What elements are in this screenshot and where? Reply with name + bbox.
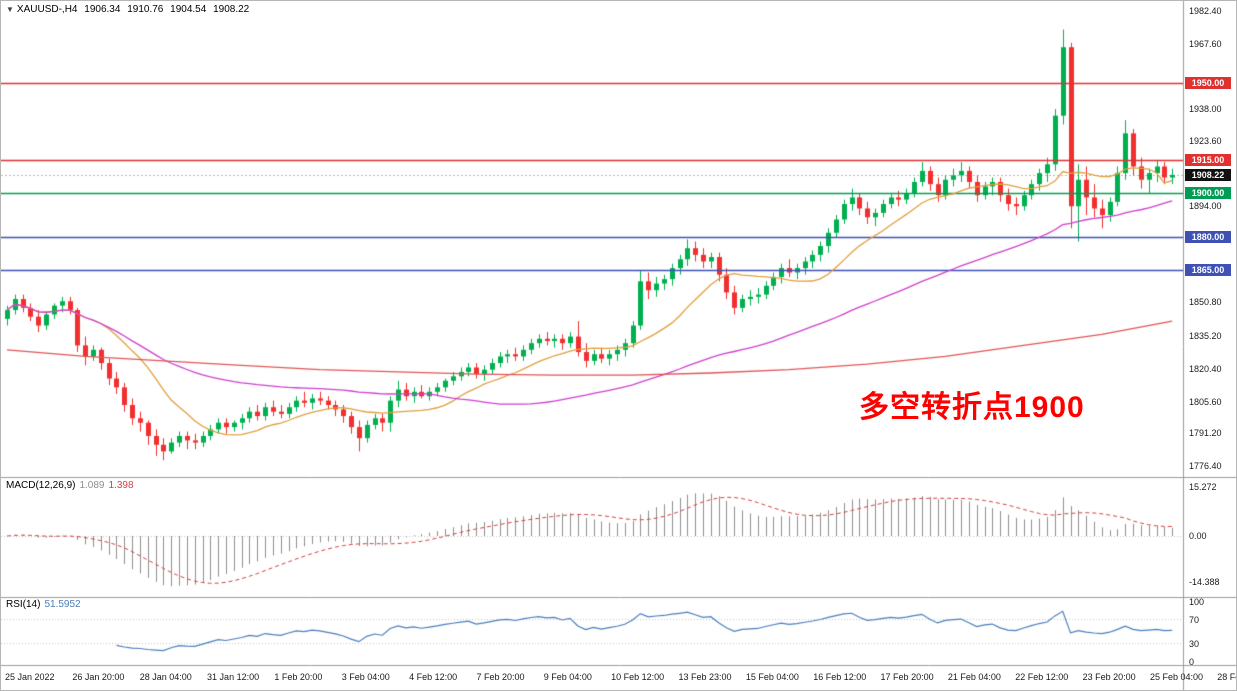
- price-axis-label: 1967.60: [1189, 38, 1222, 49]
- price-axis-label: 1820.40: [1189, 363, 1222, 374]
- time-axis-label: 23 Feb 20:00: [1082, 672, 1136, 682]
- price-line-badge: 1865.00: [1185, 264, 1231, 277]
- time-axis-label: 16 Feb 12:00: [813, 672, 867, 682]
- time-axis-label: 28 Jan 04:00: [139, 672, 192, 682]
- rsi-axis-label: 30: [1189, 639, 1200, 649]
- symbol-period-label: XAUUSD-,H4: [16, 4, 78, 15]
- rsi-axis-label: 70: [1189, 615, 1200, 625]
- ohlc-open: 1906.34: [84, 4, 121, 15]
- price-axis-label: 1805.60: [1189, 396, 1222, 407]
- macd-main-value: 1.089: [79, 480, 105, 491]
- price-line-badge: 1950.00: [1185, 76, 1231, 89]
- price-axis-label: 1982.40: [1189, 6, 1222, 16]
- time-axis-label: 13 Feb 23:00: [678, 672, 732, 682]
- time-axis-label: 9 Feb 04:00: [543, 672, 592, 682]
- time-axis-label: 10 Feb 12:00: [611, 672, 665, 682]
- ohlc-low: 1904.54: [170, 4, 207, 15]
- time-axis-label: 28 Feb 12:00: [1217, 672, 1236, 682]
- price-axis-label: 1791.20: [1189, 428, 1222, 439]
- price-axis-label: 1923.60: [1189, 135, 1222, 146]
- time-axis-label: 22 Feb 12:00: [1015, 672, 1069, 682]
- price-axis-label: 1776.40: [1189, 460, 1222, 471]
- time-axis-label: 1 Feb 20:00: [274, 672, 323, 682]
- price-axis-label: 1894.00: [1189, 201, 1222, 212]
- rsi-axis-label: 100: [1189, 597, 1205, 607]
- chart-title: ▼ XAUUSD-,H4 1906.34 1910.76 1904.54 1908…: [6, 4, 253, 15]
- time-axis-label: 31 Jan 12:00: [207, 672, 260, 682]
- macd-indicator-label: MACD(12,26,9) 1.089 1.398: [6, 480, 134, 491]
- macd-axis-label: -14.388: [1189, 577, 1220, 588]
- price-axis-label: 1938.00: [1189, 104, 1222, 115]
- macd-axis-label: 15.272: [1189, 482, 1217, 493]
- time-axis-label: 25 Jan 2022: [5, 672, 55, 682]
- macd-name: MACD(12,26,9): [6, 480, 76, 491]
- rsi-axis-label: 0: [1189, 657, 1195, 667]
- price-line-badge: 1915.00: [1185, 153, 1231, 166]
- current-price-badge: 1908.22: [1185, 168, 1231, 181]
- time-axis-label: 15 Feb 04:00: [745, 672, 799, 682]
- collapse-arrow-icon[interactable]: ▼: [6, 5, 14, 14]
- time-axis-label: 26 Jan 20:00: [72, 672, 125, 682]
- time-axis-label: 17 Feb 20:00: [880, 672, 934, 682]
- rsi-value: 51.5952: [44, 599, 81, 610]
- time-axis-label: 4 Feb 12:00: [409, 672, 458, 682]
- macd-axis-label: 0.00: [1189, 531, 1207, 541]
- macd-signal-value: 1.398: [108, 480, 134, 491]
- price-line-badge: 1900.00: [1185, 186, 1231, 199]
- time-axis-label: 21 Feb 04:00: [947, 672, 1001, 682]
- time-axis-label: 3 Feb 04:00: [341, 672, 390, 682]
- price-line-badge: 1880.00: [1185, 231, 1231, 244]
- time-axis-label: 25 Feb 04:00: [1149, 672, 1203, 682]
- ohlc-close: 1908.22: [213, 4, 250, 15]
- chart-annotation[interactable]: 多空转折点1900: [859, 391, 1085, 424]
- rsi-name: RSI(14): [6, 599, 41, 610]
- price-axis-label: 1850.80: [1189, 296, 1222, 307]
- price-axis-label: 1835.20: [1189, 331, 1222, 342]
- time-axis-label: 7 Feb 20:00: [476, 672, 525, 682]
- rsi-indicator-label: RSI(14) 51.5952: [6, 599, 81, 610]
- ohlc-high: 1910.76: [127, 4, 164, 15]
